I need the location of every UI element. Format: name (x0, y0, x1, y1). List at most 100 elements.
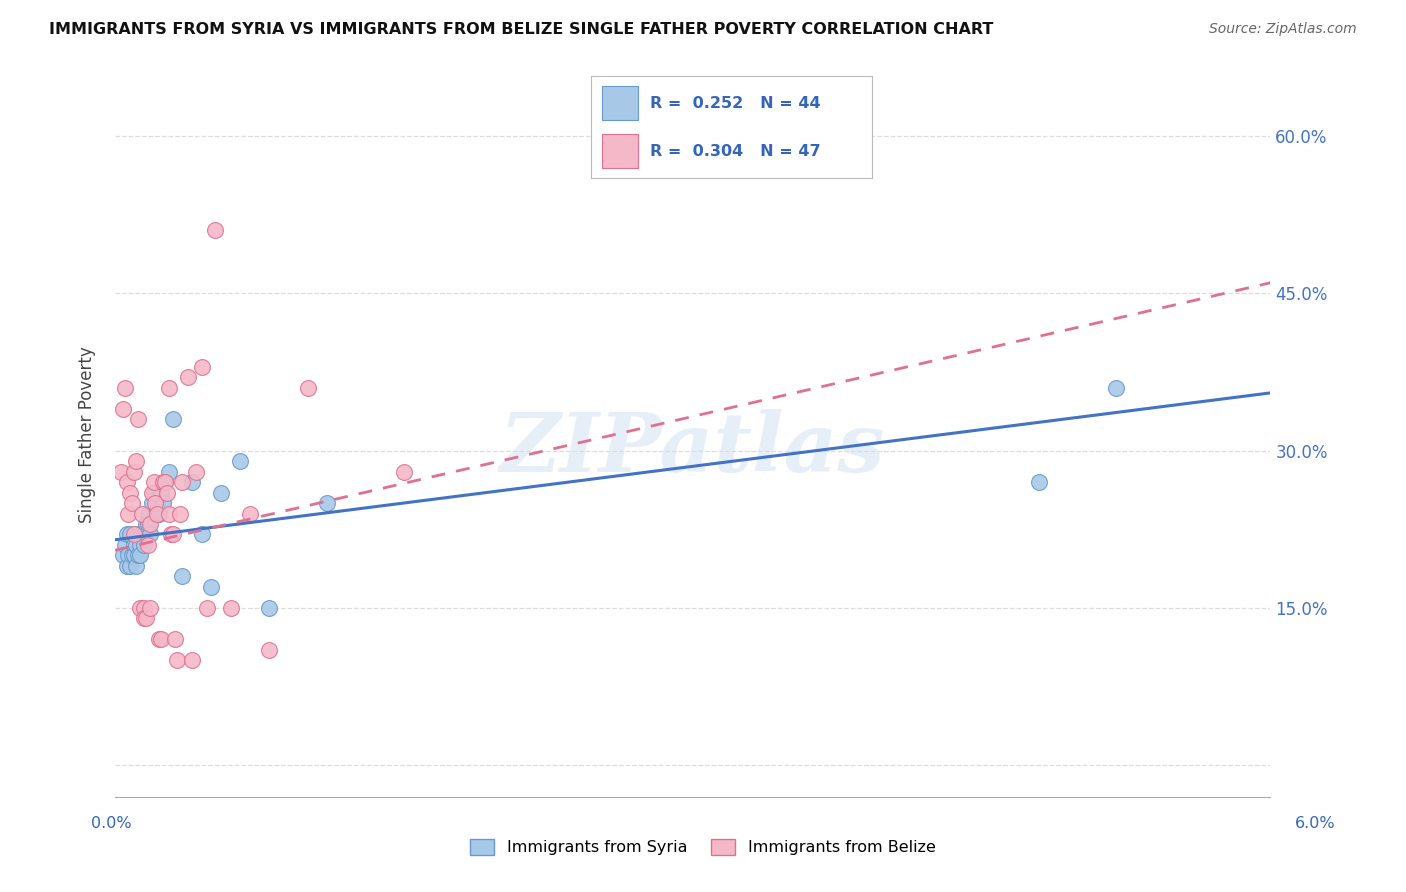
Point (132, 611, 155, 625)
Point (148, 632, 170, 647)
Point (124, 549, 146, 563)
Point (129, 538, 152, 552)
Point (152, 475, 174, 489)
Point (184, 465, 207, 479)
Point (135, 611, 157, 625)
Point (150, 632, 173, 647)
Point (162, 527, 184, 541)
Point (129, 601, 152, 615)
Point (156, 485, 179, 500)
Point (114, 538, 136, 552)
Point (138, 601, 160, 615)
Point (197, 601, 219, 615)
Point (136, 507, 159, 521)
Point (239, 507, 262, 521)
Point (229, 454, 252, 468)
Point (131, 507, 153, 521)
Point (125, 538, 148, 552)
Point (209, 485, 232, 500)
Point (190, 359, 212, 374)
Text: R =  0.304   N = 47: R = 0.304 N = 47 (650, 144, 820, 159)
Point (172, 569, 194, 583)
Point (204, 223, 226, 237)
Point (190, 527, 212, 541)
Text: 0.0%: 0.0% (91, 816, 132, 830)
Legend: Immigrants from Syria, Immigrants from Belize: Immigrants from Syria, Immigrants from B… (464, 832, 942, 862)
Point (121, 496, 143, 510)
Point (127, 527, 149, 541)
Point (146, 496, 169, 510)
Point (160, 527, 183, 541)
Point (131, 527, 153, 541)
Point (136, 516, 159, 531)
Point (132, 601, 155, 615)
Point (132, 527, 155, 541)
Point (121, 549, 143, 563)
Point (177, 370, 200, 384)
Point (153, 475, 176, 489)
Point (120, 485, 142, 500)
Point (115, 558, 138, 573)
Point (142, 475, 165, 489)
Point (135, 527, 157, 541)
Text: IMMIGRANTS FROM SYRIA VS IMMIGRANTS FROM BELIZE SINGLE FATHER POVERTY CORRELATIO: IMMIGRANTS FROM SYRIA VS IMMIGRANTS FROM… (49, 22, 994, 37)
Text: ZIPatlas: ZIPatlas (501, 409, 886, 490)
Point (138, 516, 160, 531)
Point (257, 643, 280, 657)
Point (135, 516, 157, 531)
Point (1028, 475, 1050, 489)
Point (120, 527, 142, 541)
Point (257, 601, 280, 615)
Point (120, 558, 142, 573)
Point (181, 653, 204, 667)
Point (1105, 381, 1128, 395)
Text: Source: ZipAtlas.com: Source: ZipAtlas.com (1209, 22, 1357, 37)
Point (115, 527, 138, 541)
Point (200, 580, 222, 594)
Point (111, 549, 134, 563)
Point (152, 496, 174, 510)
Point (129, 549, 152, 563)
Point (162, 412, 184, 426)
Text: 6.0%: 6.0% (1295, 816, 1336, 830)
Point (163, 632, 186, 647)
Point (146, 507, 169, 521)
Point (297, 381, 319, 395)
Point (153, 475, 176, 489)
Point (142, 485, 165, 500)
Point (157, 381, 180, 395)
Point (124, 538, 146, 552)
Point (148, 507, 170, 521)
Point (219, 601, 242, 615)
Point (117, 549, 139, 563)
Point (117, 507, 139, 521)
Bar (602, 135, 638, 168)
Point (114, 381, 136, 395)
Point (181, 475, 204, 489)
Point (157, 507, 180, 521)
Point (124, 527, 146, 541)
Point (145, 507, 167, 521)
Point (145, 496, 167, 510)
Point (141, 485, 163, 500)
Point (111, 401, 134, 416)
Point (169, 507, 191, 521)
Point (125, 558, 148, 573)
Point (150, 485, 173, 500)
Point (132, 538, 155, 552)
Point (125, 454, 148, 468)
Point (172, 475, 194, 489)
Point (124, 465, 146, 479)
Bar (602, 87, 638, 120)
Point (141, 496, 163, 510)
Point (392, 465, 415, 479)
Point (157, 465, 180, 479)
Y-axis label: Single Father Poverty: Single Father Poverty (79, 346, 96, 524)
Point (110, 465, 132, 479)
Point (127, 412, 149, 426)
Point (127, 549, 149, 563)
Point (138, 527, 160, 541)
Point (136, 538, 159, 552)
Text: R =  0.252   N = 44: R = 0.252 N = 44 (650, 95, 820, 111)
Point (315, 496, 337, 510)
